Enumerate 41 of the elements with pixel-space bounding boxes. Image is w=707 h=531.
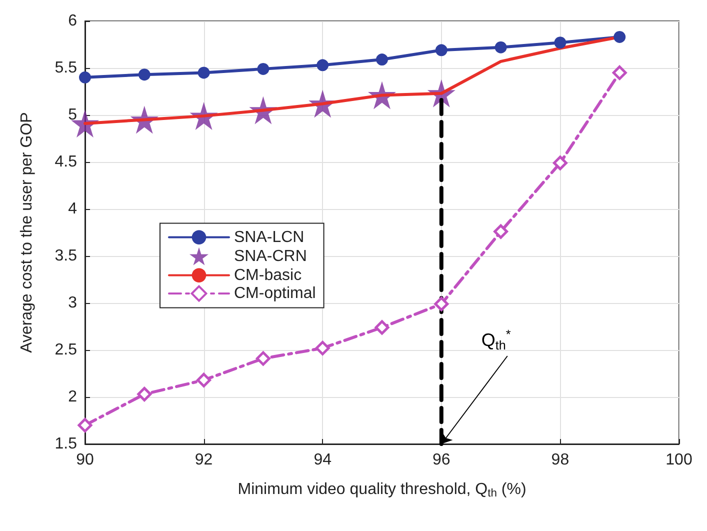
y-tick-label: 2: [68, 388, 78, 406]
point: [434, 296, 449, 312]
y-tick-label: 6: [68, 12, 78, 30]
x-tick-label: 98: [551, 452, 570, 468]
y-tick-label: 4.5: [54, 154, 78, 170]
point: [78, 418, 92, 432]
x-tick-label: 92: [194, 452, 213, 468]
point: [138, 68, 150, 81]
point: [435, 44, 448, 56]
point: [315, 340, 330, 356]
y-tick-label: 1.5: [54, 436, 78, 452]
point: [198, 66, 210, 79]
y-tick-label: 3.5: [54, 248, 78, 264]
point: [256, 351, 270, 366]
point: [79, 71, 91, 84]
x-tick-label: 90: [76, 452, 94, 468]
point: [612, 65, 627, 80]
point: [316, 59, 329, 72]
legend-label: SNA-LCN: [234, 228, 304, 246]
point: [376, 54, 388, 66]
point: [137, 386, 152, 402]
y-axis-title: Average cost to the user per GOP: [18, 112, 36, 353]
point: [552, 156, 568, 170]
y-tick-label: 5: [68, 106, 78, 124]
legend-label: CM-optimal: [234, 285, 316, 302]
y-tick-label: 3: [68, 294, 78, 312]
x-tick-label: 96: [432, 452, 450, 468]
y-tick-label: 2.5: [54, 342, 78, 358]
point: [614, 30, 626, 43]
point: [196, 372, 212, 388]
x-tick-label: 100: [666, 452, 692, 468]
legend-label: CM-basic: [234, 266, 302, 284]
point: [494, 41, 507, 54]
point: [257, 62, 270, 75]
point: [494, 224, 508, 239]
legend-label: SNA-CRN: [234, 248, 307, 265]
point: [554, 36, 566, 49]
x-tick-label: 94: [314, 452, 332, 468]
y-tick-label: 5.5: [54, 60, 78, 76]
point: [374, 320, 390, 335]
y-tick-label: 4: [68, 200, 78, 218]
